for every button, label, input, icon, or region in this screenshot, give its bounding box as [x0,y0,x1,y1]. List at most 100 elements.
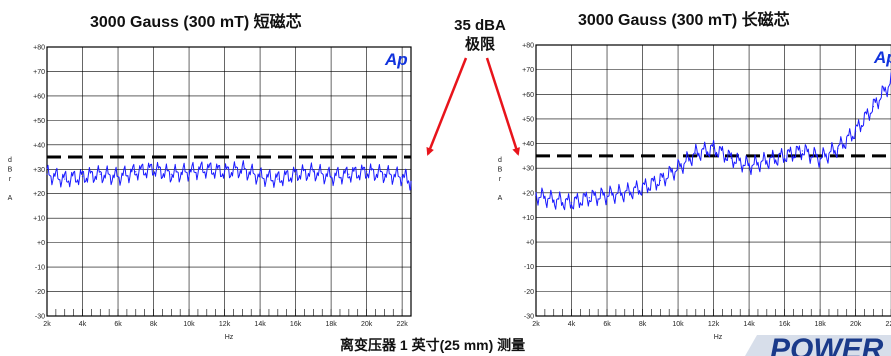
data-point [135,171,137,173]
y-tick-label: -30 [35,314,45,321]
x-tick-label: 18k [814,321,826,328]
y-tick-label: -10 [524,264,534,271]
data-point [677,167,679,169]
data-point [730,157,732,159]
limit-annotation-line1: 35 dBA [454,17,506,34]
data-point [624,192,626,194]
y-tick-label: +50 [522,116,534,123]
data-point [801,150,803,152]
power-logo-text: POWER [770,333,884,356]
y-tick-label: +30 [33,167,45,174]
y-axis-label-letter: A [8,195,13,202]
x-tick-label: 10k [183,321,195,328]
x-tick-label: 8k [150,321,158,328]
data-point [712,147,715,150]
data-point [99,173,101,175]
y-axis-label-letter: d [8,157,12,164]
data-point [206,168,208,170]
data-point [294,173,297,175]
y-axis-label-letter: r [9,176,12,183]
ap-logo-badge: Ap [873,48,891,67]
power-logo: POWER [745,333,891,356]
x-tick-label: 20k [361,321,373,328]
y-tick-label: -20 [524,289,534,296]
x-tick-label: 14k [743,321,755,328]
x-tick-label: 18k [325,321,337,328]
x-tick-label: 4k [79,321,87,328]
chart-title-left: 3000 Gauss (300 mT) 短磁芯 [90,14,302,31]
y-tick-label: +60 [33,93,45,100]
data-point [553,199,555,201]
x-axis-label: Hz [225,334,234,341]
data-point [81,176,84,178]
y-tick-label: +80 [522,43,534,50]
y-tick-label: +60 [522,92,534,99]
y-tick-label: +20 [522,190,534,197]
limit-arrow-right [485,57,520,156]
data-point [401,176,403,178]
x-tick-label: 6k [603,321,611,328]
data-point [588,197,590,199]
x-tick-label: 22k [396,321,408,328]
data-point [223,171,226,173]
data-point [606,194,608,196]
data-point [348,173,350,175]
data-point [188,171,190,173]
limit-annotation: 35 dBA 极限 [445,16,515,54]
x-tick-label: 6k [114,321,122,328]
x-tick-label: 16k [290,321,302,328]
data-point [277,178,279,180]
x-tick-label: 22k [885,321,891,328]
data-point [366,171,368,173]
y-tick-label: -20 [35,289,45,296]
limit-annotation-line2: 极限 [464,36,495,53]
x-tick-label: 12k [219,321,231,328]
limit-arrow-left [426,57,468,156]
y-tick-label: +40 [33,142,45,149]
x-tick-label: 2k [532,321,540,328]
ap-logo-badge: Ap [384,50,408,69]
y-tick-label: +0 [37,240,45,247]
x-tick-label: 8k [639,321,647,328]
data-point [170,173,172,175]
data-point [641,187,644,189]
data-point [819,157,821,159]
data-point [410,180,412,183]
plot-frame [535,44,891,317]
y-axis-label-letter: A [498,195,503,202]
y-tick-label: +0 [526,240,534,247]
x-tick-label: 10k [672,321,684,328]
y-tick-label: +70 [33,69,45,76]
x-axis-label: Hz [714,334,723,341]
data-point [695,152,697,154]
x-tick-label: 12k [708,321,720,328]
y-tick-label: +30 [522,166,534,173]
data-point [259,176,261,178]
y-tick-label: +10 [522,215,534,222]
data-point [748,165,750,167]
y-axis-label-letter: r [499,176,502,183]
data-point [117,176,119,178]
x-tick-label: 20k [850,321,862,328]
y-tick-label: -30 [524,314,534,321]
x-tick-label: 4k [568,321,576,328]
data-point [383,173,385,175]
x-tick-label: 16k [779,321,791,328]
data-point [659,179,661,182]
y-tick-label: -10 [35,265,45,272]
y-tick-label: +20 [33,191,45,198]
data-point [837,147,839,150]
y-tick-label: +50 [33,118,45,125]
x-tick-label: 2k [43,321,51,328]
data-point [766,160,768,162]
y-tick-label: +80 [33,45,45,52]
x-tick-label: 14k [254,321,266,328]
y-axis-label-letter: d [498,157,502,164]
y-axis-label-letter: B [8,167,13,174]
y-tick-label: +40 [522,141,534,148]
data-point [330,176,332,178]
data-point [783,155,786,157]
